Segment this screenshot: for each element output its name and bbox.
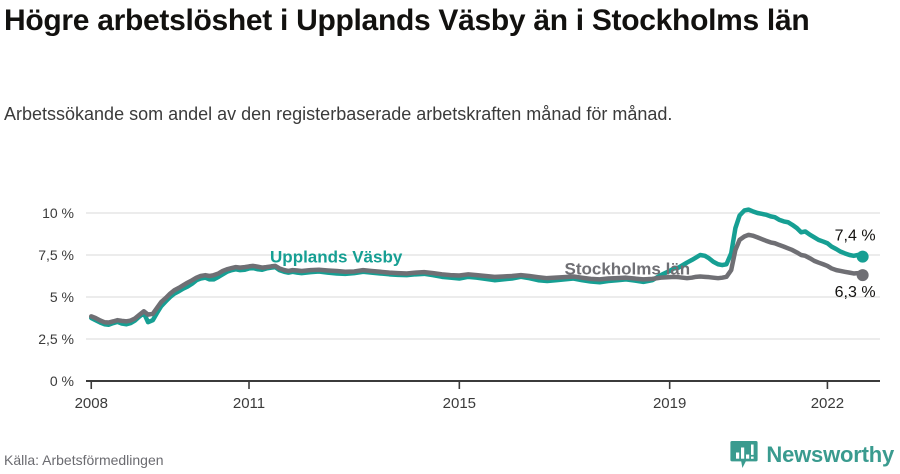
series-label: Stockholms län bbox=[565, 259, 691, 278]
logo-wordmark: Newsworthy bbox=[766, 442, 894, 467]
y-tick-label: 10 % bbox=[42, 205, 74, 221]
series-end-dots bbox=[856, 250, 869, 282]
series-inline-labels: Upplands Väsby Stockholms län bbox=[270, 248, 690, 279]
source-note: Källa: Arbetsförmedlingen bbox=[4, 452, 164, 468]
series-label: Upplands Väsby bbox=[270, 248, 403, 267]
line-chart: 0 % 2,5 % 5 % 7,5 % 10 % 2008 2011 2015 2019 202… bbox=[38, 205, 880, 412]
newsworthy-logo[interactable]: Newsworthy bbox=[730, 440, 894, 470]
x-tick-label: 2011 bbox=[233, 395, 265, 412]
series-end-dot bbox=[856, 269, 869, 282]
x-tick-label: 2008 bbox=[75, 395, 108, 412]
x-tick-label: 2022 bbox=[811, 395, 844, 412]
x-axis bbox=[86, 380, 880, 389]
y-axis-tick-labels: 0 % 2,5 % 5 % 7,5 % 10 % bbox=[38, 205, 74, 389]
page-title: Högre arbetslöshet i Upplands Väsby än i… bbox=[4, 4, 810, 37]
y-tick-label: 5 % bbox=[50, 289, 74, 305]
series-line bbox=[89, 207, 865, 327]
end-value-label: 7,4 % bbox=[835, 228, 876, 245]
x-tick-label: 2015 bbox=[443, 395, 476, 412]
y-tick-label: 2,5 % bbox=[38, 331, 74, 347]
chart-container: 0 % 2,5 % 5 % 7,5 % 10 % 2008 2011 2015 2019 202… bbox=[0, 185, 900, 420]
series-line bbox=[89, 232, 865, 325]
series-end-dot bbox=[856, 250, 869, 263]
gridlines bbox=[86, 212, 880, 340]
x-tick-label: 2019 bbox=[653, 395, 686, 412]
data-series-lines bbox=[89, 207, 865, 327]
page-subtitle: Arbetssökande som andel av den registerb… bbox=[4, 104, 673, 124]
x-axis-tick-labels: 2008 2011 2015 2019 2022 bbox=[75, 395, 845, 412]
y-tick-label: 0 % bbox=[50, 373, 74, 389]
y-tick-label: 7,5 % bbox=[38, 247, 74, 263]
series-end-value-labels: 7,4 % 6,3 % bbox=[835, 228, 876, 301]
speech-bubble-bar-chart-icon bbox=[730, 441, 759, 468]
end-value-label: 6,3 % bbox=[835, 284, 876, 301]
